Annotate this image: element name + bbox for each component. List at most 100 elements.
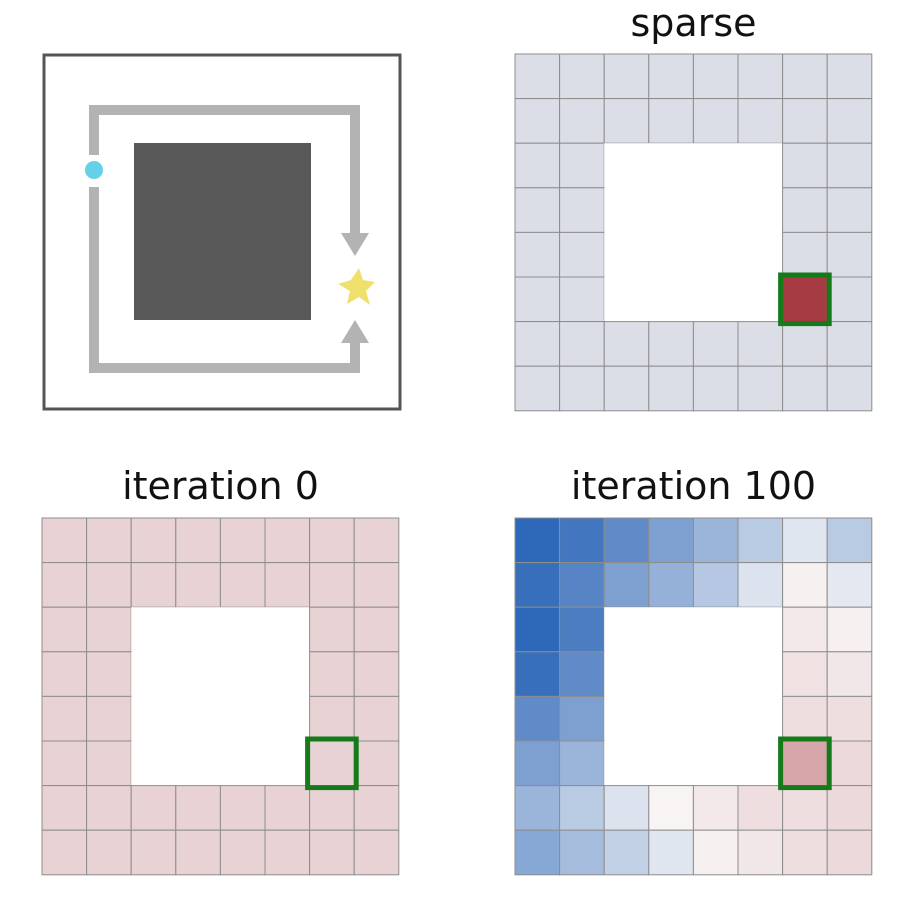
goal-star-icon [338,268,375,305]
goal-cell [782,741,828,786]
value-cell [559,695,605,742]
value-cell [826,276,873,323]
value-cell [86,517,132,564]
value-cell [603,53,650,100]
arrow-up-icon [341,320,369,343]
value-cell [309,606,355,653]
value-cell [648,829,694,876]
value-cell [782,829,828,876]
value-cell [826,651,873,697]
value-cell [264,785,311,831]
value-cell [86,562,132,608]
grid-sparse [514,53,873,412]
value-cell [41,606,88,653]
value-cell [514,231,561,278]
value-cell [514,276,561,323]
value-cell [514,53,561,100]
value-cell [692,517,739,564]
value-cell [648,321,694,367]
value-cell [826,365,873,412]
value-cell [264,562,311,608]
sparse-title: sparse [630,1,757,45]
value-cell [41,785,88,831]
agent-dot-icon [85,161,103,179]
value-cell [175,829,221,876]
value-cell [782,98,828,144]
value-cell [264,829,311,876]
value-cell [309,517,355,564]
value-cell [41,651,88,697]
iteration-100-title: iteration 100 [570,464,817,508]
value-cell [737,562,784,608]
value-cell [309,651,355,697]
value-cell [41,740,88,787]
value-cell [826,695,873,742]
value-cell [175,517,221,564]
value-cell [219,829,266,876]
value-cell [41,517,88,564]
environment-schematic [42,53,402,411]
value-cell [219,517,266,564]
value-cell [782,187,828,233]
value-cell [309,695,355,742]
value-cell [86,651,132,697]
value-cell [559,651,605,697]
value-cell [692,562,739,608]
value-cell [603,365,650,412]
value-cell [737,53,784,100]
value-cell [826,231,873,278]
value-cell [559,321,605,367]
value-cell [353,517,400,564]
value-cell [826,321,873,367]
value-cell [603,517,650,564]
value-cell [559,98,605,144]
value-cell [309,785,355,831]
value-cell [514,142,561,189]
value-cell [782,321,828,367]
value-cell [514,562,561,608]
value-cell [826,562,873,608]
value-cell [603,785,650,831]
path-top [89,105,360,236]
value-cell [559,517,605,564]
wall-region [605,608,782,785]
goal-cell [309,741,355,786]
value-cell [130,517,177,564]
wall-region [132,608,309,785]
value-cell [826,142,873,189]
value-cell [41,829,88,876]
value-cell [782,606,828,653]
value-cell [692,829,739,876]
value-cell [130,562,177,608]
iteration-0-title: iteration 0 [122,464,319,508]
value-cell [41,562,88,608]
value-cell [559,365,605,412]
value-cell [648,365,694,412]
value-cell [782,53,828,100]
value-cell [175,562,221,608]
arrow-down-icon [341,233,369,256]
value-cell [559,276,605,323]
goal-cell-outline [778,272,832,327]
value-cell [559,562,605,608]
value-cell [86,785,132,831]
wall-region [605,144,782,321]
value-cell [782,231,828,278]
value-cell [782,517,828,564]
value-cell [219,562,266,608]
value-cell [559,606,605,653]
value-cell [603,98,650,144]
value-cell [692,785,739,831]
value-cell [219,785,266,831]
value-cell [559,231,605,278]
value-cell [514,98,561,144]
goal-cell [782,277,828,322]
value-cell [514,365,561,412]
value-cell [782,365,828,412]
value-cell [692,98,739,144]
value-cell [826,98,873,144]
path-bottom [89,187,360,373]
value-cell [826,785,873,831]
value-cell [737,98,784,144]
value-cell [826,606,873,653]
